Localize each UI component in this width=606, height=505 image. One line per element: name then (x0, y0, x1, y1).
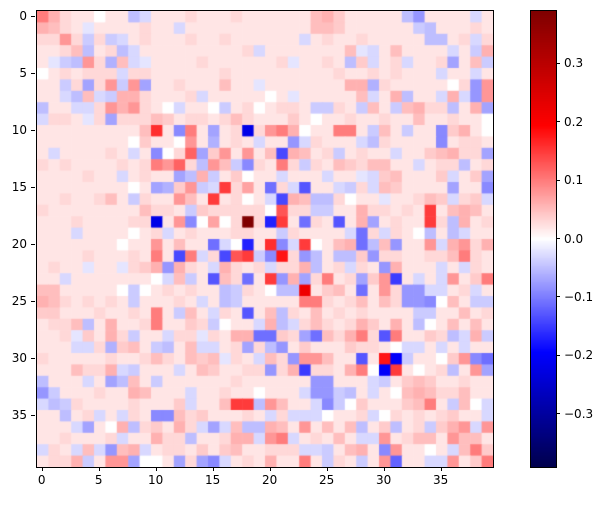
colorbar-tick-mark (556, 238, 560, 239)
x-tick-mark (98, 467, 100, 471)
heatmap-canvas (37, 11, 493, 467)
y-tick-mark (31, 129, 35, 131)
x-tick-mark (326, 467, 328, 471)
y-tick-mark (31, 15, 35, 17)
x-tick-label: 30 (376, 473, 392, 487)
x-tick-label: 20 (262, 473, 278, 487)
y-tick-mark (31, 300, 35, 302)
colorbar-tick-label: 0.0 (564, 231, 584, 246)
x-tick-mark (440, 467, 442, 471)
colorbar-tick-label: −0.3 (564, 406, 594, 421)
colorbar-tick-mark (556, 62, 560, 64)
colorbar-tick-mark (556, 296, 560, 298)
colorbar-canvas (531, 11, 556, 467)
y-tick-label: 5 (19, 66, 27, 81)
colorbar-tick-label: 0.2 (564, 114, 584, 129)
colorbar-tick-mark (556, 121, 560, 123)
y-tick-mark (31, 72, 35, 74)
y-tick-label: 10 (11, 123, 27, 138)
x-tick-mark (41, 467, 43, 471)
colorbar-tick-mark (556, 413, 560, 415)
colorbar (530, 10, 557, 468)
x-tick-label: 35 (433, 473, 449, 487)
y-tick-label: 20 (11, 237, 27, 252)
x-tick-mark (269, 467, 271, 471)
y-tick-mark (31, 414, 35, 416)
x-tick-mark (383, 467, 385, 471)
colorbar-tick-label: −0.2 (564, 348, 594, 363)
y-tick-label: 25 (11, 294, 27, 309)
y-tick-mark (31, 186, 35, 188)
colorbar-tick-label: 0.3 (564, 56, 584, 71)
x-tick-label: 25 (319, 473, 335, 487)
x-tick-mark (212, 467, 214, 471)
colorbar-tick-mark (556, 179, 560, 181)
colorbar-tick-label: −0.1 (564, 289, 594, 304)
x-tick-label: 10 (148, 473, 164, 487)
colorbar-tick-mark (556, 354, 560, 356)
x-tick-label: 15 (205, 473, 221, 487)
y-tick-label: 15 (11, 180, 27, 195)
y-tick-mark (31, 357, 35, 359)
x-tick-label: 5 (94, 473, 103, 487)
y-tick-mark (31, 243, 35, 245)
x-tick-mark (155, 467, 157, 471)
colorbar-tick-label: 0.1 (564, 173, 584, 188)
y-tick-label: 0 (19, 9, 27, 24)
x-tick-label: 0 (37, 473, 46, 487)
y-tick-label: 35 (11, 408, 27, 423)
y-tick-label: 30 (11, 351, 27, 366)
heatmap-plot (36, 10, 494, 468)
